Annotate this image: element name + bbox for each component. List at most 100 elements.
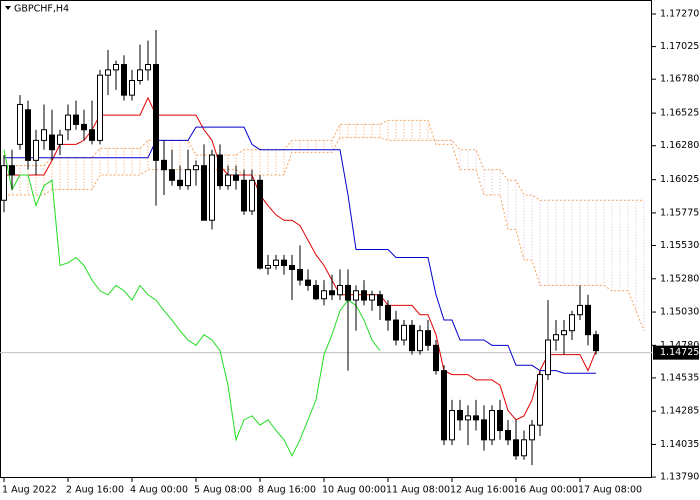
- y-tick-label: 1.16025: [660, 174, 699, 185]
- candle-body: [97, 74, 103, 141]
- candle-body: [233, 174, 239, 181]
- candle-body: [353, 290, 359, 301]
- candle-body: [145, 64, 151, 71]
- candle-body: [113, 64, 119, 71]
- candle-body: [81, 123, 87, 131]
- x-tick-label: 4 Aug 00:00: [130, 485, 188, 496]
- y-tick-label: 1.16780: [660, 74, 699, 85]
- candle-body: [537, 374, 543, 426]
- candle-body: [545, 339, 551, 376]
- x-tick-label: 10 Aug 00:00: [322, 485, 386, 496]
- chart-title: GBPCHF,H4: [14, 4, 69, 15]
- x-tick-label: 2 Aug 16:00: [66, 485, 124, 496]
- candle-body: [177, 179, 183, 187]
- x-tick-label: 1 Aug 2022: [2, 485, 57, 496]
- candle-body: [25, 109, 31, 161]
- candle-body: [65, 114, 71, 131]
- price-label-box: [653, 345, 699, 360]
- indicator-line: [3, 149, 381, 457]
- candle-body: [409, 324, 415, 352]
- y-tick-label: 1.17025: [660, 41, 699, 52]
- candle-body: [305, 279, 311, 286]
- candle-body: [489, 410, 495, 441]
- candle-body: [121, 64, 127, 96]
- plot-frame: [0, 0, 652, 478]
- candle-body: [73, 114, 79, 125]
- candle-body: [521, 439, 527, 457]
- candle-body: [153, 64, 159, 161]
- y-tick-label: 1.15530: [660, 240, 699, 251]
- candle-body: [569, 314, 575, 332]
- cloud-edge: [4, 119, 645, 331]
- candle-body: [281, 259, 287, 266]
- candle-body: [449, 410, 455, 441]
- candle-body: [377, 294, 383, 306]
- candle-body: [297, 268, 303, 281]
- candle-body: [57, 134, 63, 145]
- candle-body: [529, 424, 535, 441]
- indicator-line: [4, 126, 596, 374]
- candle-body: [313, 284, 319, 300]
- y-tick-label: 1.14780: [660, 340, 699, 351]
- candle-body: [481, 419, 487, 441]
- candle-body: [137, 69, 143, 82]
- candle-body: [465, 415, 471, 421]
- candle-body: [185, 169, 191, 187]
- candle-body: [89, 129, 95, 141]
- candle-body: [105, 69, 111, 76]
- candle-body: [193, 165, 199, 171]
- candle-body: [345, 284, 351, 301]
- candle-body: [1, 165, 7, 201]
- y-tick-label: 1.14535: [660, 372, 699, 383]
- candle-body: [321, 290, 327, 300]
- candle-body: [553, 334, 559, 341]
- candle-body: [457, 410, 463, 421]
- y-tick-label: 1.17270: [660, 8, 699, 19]
- candle-body: [241, 179, 247, 212]
- candle-body: [497, 410, 503, 431]
- candle-body: [433, 344, 439, 372]
- x-tick-label: 17 Aug 08:00: [578, 485, 642, 496]
- x-tick-label: 16 Aug 00:00: [514, 485, 578, 496]
- y-tick-label: 1.14035: [660, 439, 699, 450]
- candle-body: [9, 165, 15, 176]
- y-tick-label: 1.15775: [660, 207, 699, 218]
- candle-body: [217, 154, 223, 187]
- candle-body: [393, 319, 399, 341]
- price-label: 1.14725: [660, 347, 699, 358]
- candle-body: [273, 259, 279, 266]
- candle-body: [337, 284, 343, 296]
- y-tick-label: 1.15030: [660, 307, 699, 318]
- candle-body: [561, 330, 567, 336]
- candle-body: [441, 370, 447, 441]
- candle-body: [265, 264, 271, 269]
- candle-body: [593, 334, 599, 352]
- candle-body: [361, 290, 367, 301]
- candle-body: [49, 134, 55, 151]
- x-tick-label: 8 Aug 16:00: [258, 485, 316, 496]
- candle-body: [385, 304, 391, 321]
- candle-body: [513, 439, 519, 457]
- candle-body: [209, 154, 215, 221]
- candle-body: [129, 80, 135, 96]
- candle-body: [249, 179, 255, 212]
- y-tick-label: 1.14285: [660, 406, 699, 417]
- candle-body: [473, 415, 479, 421]
- x-tick-label: 11 Aug 08:00: [386, 485, 450, 496]
- candle-body: [585, 304, 591, 336]
- candle-body: [201, 165, 207, 221]
- candle-body: [329, 290, 335, 296]
- candle-body: [33, 139, 39, 161]
- candle-body: [289, 264, 295, 270]
- candle-body: [257, 179, 263, 269]
- candle-body: [369, 294, 375, 301]
- candle-body: [505, 429, 511, 441]
- y-tick-label: 1.15280: [660, 273, 699, 284]
- candle-body: [225, 174, 231, 187]
- y-tick-label: 1.13790: [660, 472, 699, 483]
- candle-body: [17, 103, 23, 145]
- cloud-edge: [4, 137, 644, 201]
- menu-triangle: [5, 6, 11, 10]
